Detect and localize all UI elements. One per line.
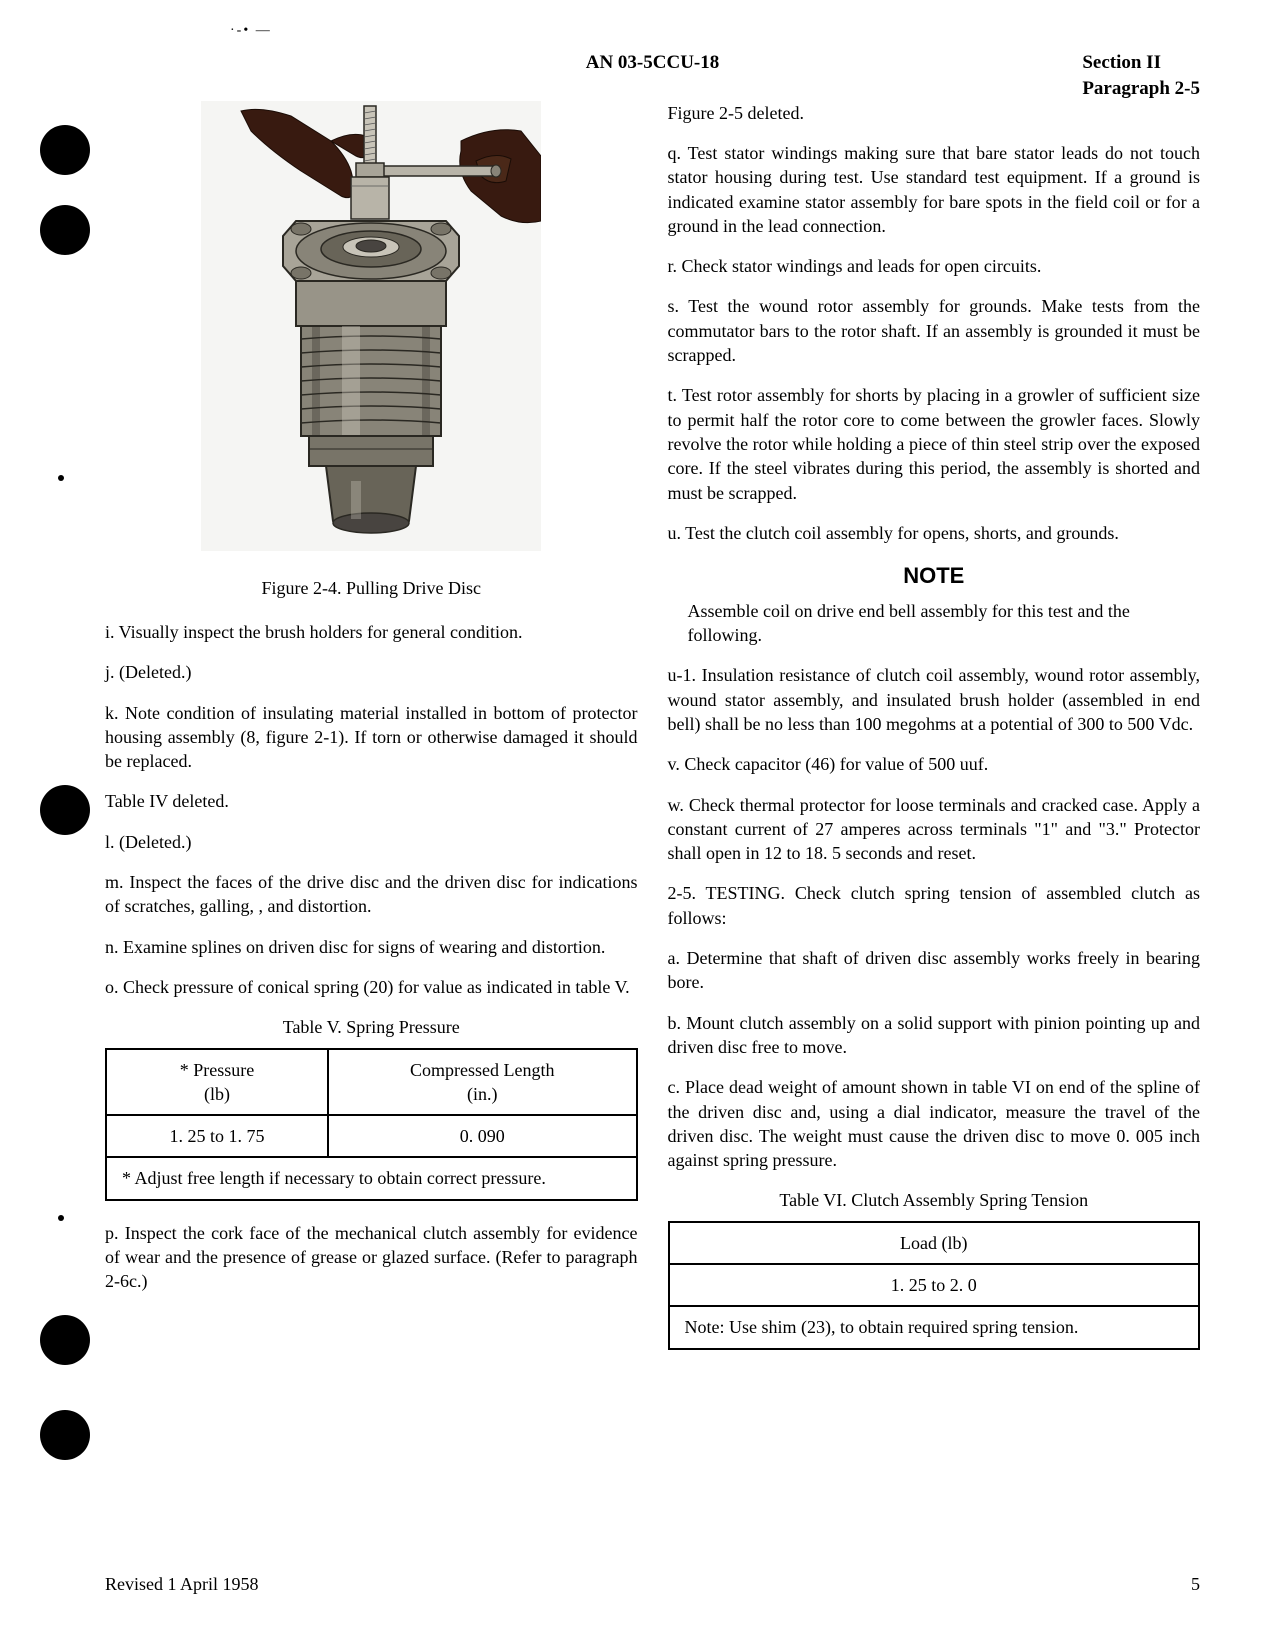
table-row: 1. 25 to 2. 0: [669, 1264, 1200, 1306]
right-column: Figure 2-5 deleted. q. Test stator windi…: [668, 101, 1201, 1370]
th-line: (in.): [344, 1082, 621, 1106]
para-l: l. (Deleted.): [105, 830, 638, 854]
para-a: a. Determine that shaft of driven disc a…: [668, 946, 1201, 995]
th-line: Compressed Length: [344, 1058, 621, 1082]
binding-hole: [40, 1315, 90, 1365]
content-area: Figure 2-4. Pulling Drive Disc i. Visual…: [105, 101, 1200, 1370]
para-c: c. Place dead weight of amount shown in …: [668, 1075, 1201, 1172]
table-row: * Adjust free length if necessary to obt…: [106, 1157, 637, 1199]
table-row: * Pressure (lb) Compressed Length (in.): [106, 1049, 637, 1116]
binding-hole: [40, 1410, 90, 1460]
table-6-title: Table VI. Clutch Assembly Spring Tension: [668, 1188, 1201, 1212]
table-6: Load (lb) 1. 25 to 2. 0 Note: Use shim (…: [668, 1221, 1201, 1350]
table-6-note: Note: Use shim (23), to obtain required …: [669, 1306, 1200, 1348]
table4-deleted: Table IV deleted.: [105, 789, 638, 813]
table-row: Note: Use shim (23), to obtain required …: [669, 1306, 1200, 1348]
small-dot: [58, 1215, 64, 1221]
revision-date: Revised 1 April 1958: [105, 1572, 259, 1596]
binding-hole: [40, 785, 90, 835]
table-header-pressure: * Pressure (lb): [106, 1049, 328, 1116]
table-header-length: Compressed Length (in.): [328, 1049, 637, 1116]
section-label: Section II: [1082, 50, 1200, 76]
figure-2-4-caption: Figure 2-4. Pulling Drive Disc: [105, 576, 638, 600]
para-k: k. Note condition of insulating material…: [105, 701, 638, 774]
binding-hole: [40, 205, 90, 255]
figure-2-4-image: [201, 101, 541, 551]
decorative-dash: ·-• —: [230, 22, 272, 41]
para-t: t. Test rotor assembly for shorts by pla…: [668, 383, 1201, 504]
note-text: Assemble coil on drive end bell assembly…: [688, 599, 1201, 648]
table-5: * Pressure (lb) Compressed Length (in.) …: [105, 1048, 638, 1201]
page-footer: Revised 1 April 1958 5: [105, 1572, 1200, 1596]
table-6-value: 1. 25 to 2. 0: [669, 1264, 1200, 1306]
note-heading: NOTE: [668, 561, 1201, 591]
table-row: 1. 25 to 1. 75 0. 090: [106, 1115, 637, 1157]
table-cell-length: 0. 090: [328, 1115, 637, 1157]
motor-drive-disc-illustration: [201, 101, 541, 551]
para-m: m. Inspect the faces of the drive disc a…: [105, 870, 638, 919]
th-line: * Pressure: [122, 1058, 312, 1082]
para-u: u. Test the clutch coil assembly for ope…: [668, 521, 1201, 545]
page-number: 5: [1191, 1572, 1200, 1596]
para-j: j. (Deleted.): [105, 660, 638, 684]
fig-2-5-deleted: Figure 2-5 deleted.: [668, 101, 1201, 125]
header-section-info: Section II Paragraph 2-5: [1082, 50, 1200, 101]
para-i: i. Visually inspect the brush holders fo…: [105, 620, 638, 644]
para-p: p. Inspect the cork face of the mechanic…: [105, 1221, 638, 1294]
binding-hole: [40, 125, 90, 175]
th-line: (lb): [122, 1082, 312, 1106]
para-r: r. Check stator windings and leads for o…: [668, 254, 1201, 278]
table-cell-pressure: 1. 25 to 1. 75: [106, 1115, 328, 1157]
page-header: AN 03-5CCU-18 Section II Paragraph 2-5: [105, 50, 1200, 76]
table-5-title: Table V. Spring Pressure: [105, 1015, 638, 1039]
table-5-note: * Adjust free length if necessary to obt…: [106, 1157, 637, 1199]
para-b: b. Mount clutch assembly on a solid supp…: [668, 1011, 1201, 1060]
para-u1: u-1. Insulation resistance of clutch coi…: [668, 663, 1201, 736]
para-q: q. Test stator windings making sure that…: [668, 141, 1201, 238]
left-column: Figure 2-4. Pulling Drive Disc i. Visual…: [105, 101, 638, 1370]
table-6-header: Load (lb): [669, 1222, 1200, 1264]
para-v: v. Check capacitor (46) for value of 500…: [668, 752, 1201, 776]
para-w: w. Check thermal protector for loose ter…: [668, 793, 1201, 866]
para-o: o. Check pressure of conical spring (20)…: [105, 975, 638, 999]
table-row: Load (lb): [669, 1222, 1200, 1264]
para-n: n. Examine splines on driven disc for si…: [105, 935, 638, 959]
para-s: s. Test the wound rotor assembly for gro…: [668, 294, 1201, 367]
paragraph-label: Paragraph 2-5: [1082, 76, 1200, 102]
section-2-5: 2-5. TESTING. Check clutch spring tensio…: [668, 881, 1201, 930]
small-dot: [58, 475, 64, 481]
doc-number: AN 03-5CCU-18: [586, 50, 720, 76]
